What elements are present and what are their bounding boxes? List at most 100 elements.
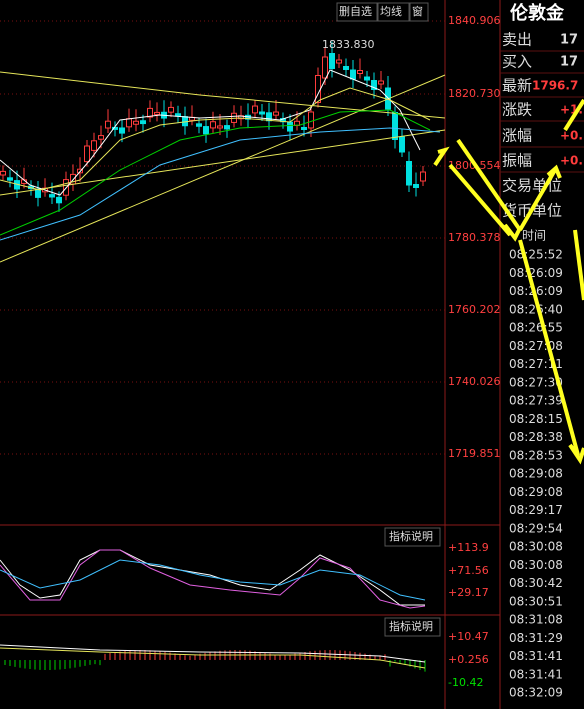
candle-body <box>322 56 328 79</box>
candle-body <box>210 121 216 129</box>
candle-body <box>196 123 202 127</box>
toolbar-button[interactable] <box>409 2 429 22</box>
time-entry: 08:31:29 <box>509 631 563 645</box>
candle-body <box>0 170 6 176</box>
candle-body <box>301 127 307 131</box>
ma-line <box>0 87 431 191</box>
indicator-label: +10.47 <box>448 630 489 643</box>
candle-body <box>399 136 405 153</box>
time-entry: 08:29:54 <box>509 521 563 535</box>
ma-line <box>0 127 441 241</box>
candle-body <box>343 66 349 70</box>
arrow <box>448 163 522 242</box>
candle-body <box>413 184 419 188</box>
candle-body <box>84 145 90 163</box>
arrow <box>518 239 584 465</box>
candle-body <box>273 111 279 116</box>
indicator-button-label: 指标说明 <box>389 619 433 633</box>
price-label: 1760.202 <box>448 303 501 316</box>
indicator-line <box>0 559 426 601</box>
candle-body <box>7 177 13 181</box>
ma-line <box>0 69 421 196</box>
indicator-label: -10.42 <box>448 676 483 689</box>
candle-body <box>105 120 111 129</box>
indicator-label: +71.56 <box>448 564 489 577</box>
indicator-label: +113.9 <box>448 541 489 554</box>
trend-line <box>0 74 446 263</box>
row-value: 17 <box>560 33 578 48</box>
time-entry: 08:29:17 <box>509 503 563 517</box>
toolbar-button-label: 均线 <box>380 4 402 18</box>
candle-body <box>126 118 132 128</box>
annotation-arrows <box>433 98 584 465</box>
price-label: 1719.851 <box>448 447 501 460</box>
indicator-button-label: 指标说明 <box>389 529 433 543</box>
time-entry: 08:26:40 <box>509 302 563 316</box>
toolbar-button[interactable] <box>336 2 378 22</box>
price-label: 1780.378 <box>448 231 501 244</box>
row-label: 卖出 <box>502 31 532 49</box>
trend-line <box>0 71 446 119</box>
time-entry: 08:27:39 <box>509 394 563 408</box>
indicator-line <box>0 644 426 663</box>
candle-body <box>287 121 293 132</box>
time-entry: 08:25:52 <box>509 248 563 262</box>
candle-body <box>154 111 160 115</box>
candle-body <box>371 80 377 90</box>
unit-label: 交易单位 <box>502 177 562 195</box>
candle-body <box>420 171 426 182</box>
row-label: 涨幅 <box>502 127 532 145</box>
quote-title: 伦敦金 <box>510 2 565 24</box>
time-entry: 08:27:11 <box>509 357 563 371</box>
time-entry: 08:30:42 <box>509 576 563 590</box>
toolbar-button[interactable] <box>377 2 410 22</box>
indicator-label: +0.256 <box>448 653 489 666</box>
time-entry: 08:31:41 <box>509 667 563 681</box>
candle-body <box>259 111 265 115</box>
row-value: +0. <box>560 129 583 143</box>
candle-body <box>168 106 174 113</box>
time-entry: 08:29:08 <box>509 467 563 481</box>
overlay-lines <box>0 69 446 669</box>
time-entry: 08:30:08 <box>509 540 563 554</box>
candle-body <box>406 161 412 186</box>
row-label: 最新 <box>502 77 532 95</box>
trend-line <box>0 129 446 196</box>
candle-body <box>98 135 104 140</box>
time-entry: 08:26:55 <box>509 321 563 335</box>
candle-body <box>357 70 363 74</box>
indicator-button[interactable] <box>384 527 441 547</box>
price-label: 1820.730 <box>448 87 501 100</box>
row-label: 涨跌 <box>502 101 532 119</box>
time-entry: 08:31:08 <box>509 613 563 627</box>
price-label: 1740.026 <box>448 375 501 388</box>
arrow <box>456 138 522 232</box>
time-entry: 08:31:41 <box>509 649 563 663</box>
toolbar-button-label: 窗 <box>412 4 423 18</box>
time-entry: 08:26:09 <box>509 284 563 298</box>
time-header: 时间 <box>522 229 546 243</box>
time-entry: 08:29:08 <box>509 485 563 499</box>
candle-body <box>350 69 356 80</box>
indicator-button[interactable] <box>384 617 441 637</box>
time-entry: 08:32:09 <box>509 686 563 700</box>
candle-body <box>140 120 146 125</box>
arrow <box>573 229 584 301</box>
time-entry: 08:27:30 <box>509 375 563 389</box>
arrow <box>563 98 584 132</box>
time-entry: 08:30:51 <box>509 594 563 608</box>
candle-body <box>49 194 55 198</box>
candle-body <box>329 53 335 69</box>
indicator-line <box>0 647 426 669</box>
candle-body <box>308 111 314 129</box>
time-entry: 08:26:09 <box>509 266 563 280</box>
time-entry: 08:28:53 <box>509 448 563 462</box>
arrow <box>518 164 562 232</box>
candle-body <box>336 59 342 64</box>
candle-body <box>133 120 139 125</box>
price-label: 1840.906 <box>448 14 501 27</box>
row-value: 17 <box>560 55 578 70</box>
time-entry: 08:28:38 <box>509 430 563 444</box>
candle-body <box>364 76 370 81</box>
